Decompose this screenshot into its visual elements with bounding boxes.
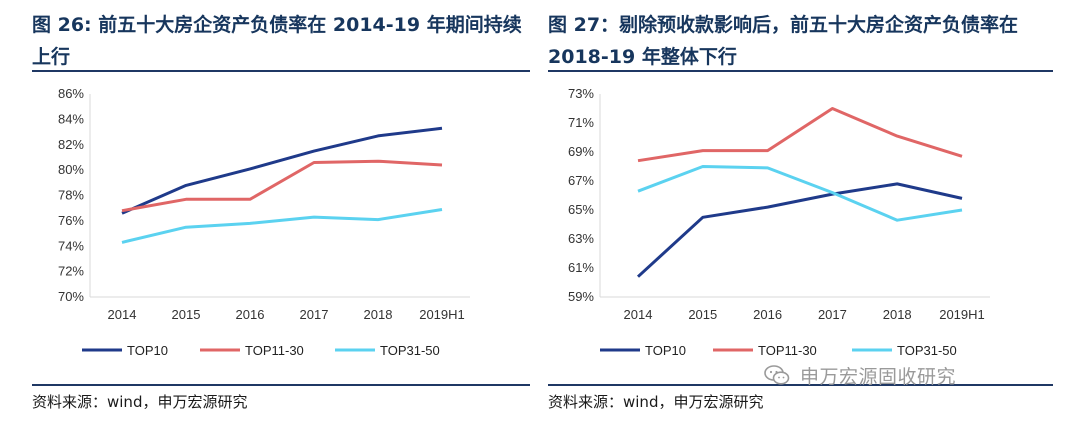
left-source-rule [32,384,530,386]
y-tick-label: 63% [568,231,594,246]
wechat-icon [764,365,790,385]
left-source-note: 资料来源：wind，申万宏源研究 [32,393,248,411]
y-tick-label: 82% [58,137,84,152]
x-tick-label: 2017 [818,307,847,322]
left-chart-title: 图 26: 前五十大房企资产负债率在 2014-19 年期间持续上行 [32,14,522,68]
x-tick-label: 2019H1 [419,307,465,322]
y-tick-label: 80% [58,162,84,177]
x-tick-label: 2014 [624,307,653,322]
right-source-rule [548,384,1053,386]
y-tick-label: 61% [568,260,594,275]
x-tick-label: 2016 [753,307,782,322]
y-tick-label: 65% [568,202,594,217]
x-tick-label: 2014 [108,307,137,322]
series-line-top11-30 [121,159,443,213]
y-tick-label: 67% [568,173,594,188]
y-tick-label: 69% [568,144,594,159]
y-tick-label: 78% [58,188,84,203]
right-source-note: 资料来源：wind，申万宏源研究 [548,393,764,411]
legend-label: TOP11-30 [758,343,817,358]
legend-label: TOP31-50 [380,343,440,358]
left-line-chart: 70% 72% 74% 76% 78% 80% 82% 84% 86% 2014 2015 2016 2… [58,86,470,358]
legend-label: TOP31-50 [897,343,957,358]
y-tick-label: 70% [58,289,84,304]
y-tick-label: 86% [58,86,84,101]
series-line-top10 [121,126,443,215]
y-tick-label: 84% [58,111,84,126]
x-tick-label: 2015 [172,307,201,322]
legend-label: TOP10 [645,343,686,358]
right-title-rule [548,70,1053,72]
y-tick-label: 71% [568,115,594,130]
x-tick-label: 2015 [688,307,717,322]
y-tick-label: 59% [568,289,594,304]
series-line-top31-50 [121,208,443,244]
right-chart-title: 图 27：剔除预收款影响后，前五十大房企资产负债率在 2018-19 年整体下行 [548,14,1019,68]
y-tick-label: 74% [58,238,84,253]
left-title-rule [32,70,530,72]
y-tick-label: 73% [568,86,594,101]
y-tick-label: 72% [58,264,84,279]
series-line-top11-30 [637,107,963,163]
legend-label: TOP10 [127,343,168,358]
right-chart-panel: 图 27：剔除预收款影响后，前五十大房企资产负债率在 2018-19 年整体下行… [545,0,1080,422]
right-line-chart: 59% 61% 63% 65% 67% 69% 71% 73% 2014 2015 2016 2017… [568,86,990,358]
left-chart-panel: 图 26: 前五十大房企资产负债率在 2014-19 年期间持续上行 70% 72… [0,0,530,422]
x-tick-label: 2018 [364,307,393,322]
series-line-top31-50 [637,165,963,222]
legend-label: TOP11-30 [245,343,304,358]
y-tick-label: 76% [58,213,84,228]
x-tick-label: 2019H1 [939,307,985,322]
x-tick-label: 2018 [883,307,912,322]
series-line-top10 [636,182,963,278]
x-tick-label: 2016 [236,307,265,322]
x-tick-label: 2017 [300,307,329,322]
watermark-text: 申万宏源固收研究 [800,366,957,388]
